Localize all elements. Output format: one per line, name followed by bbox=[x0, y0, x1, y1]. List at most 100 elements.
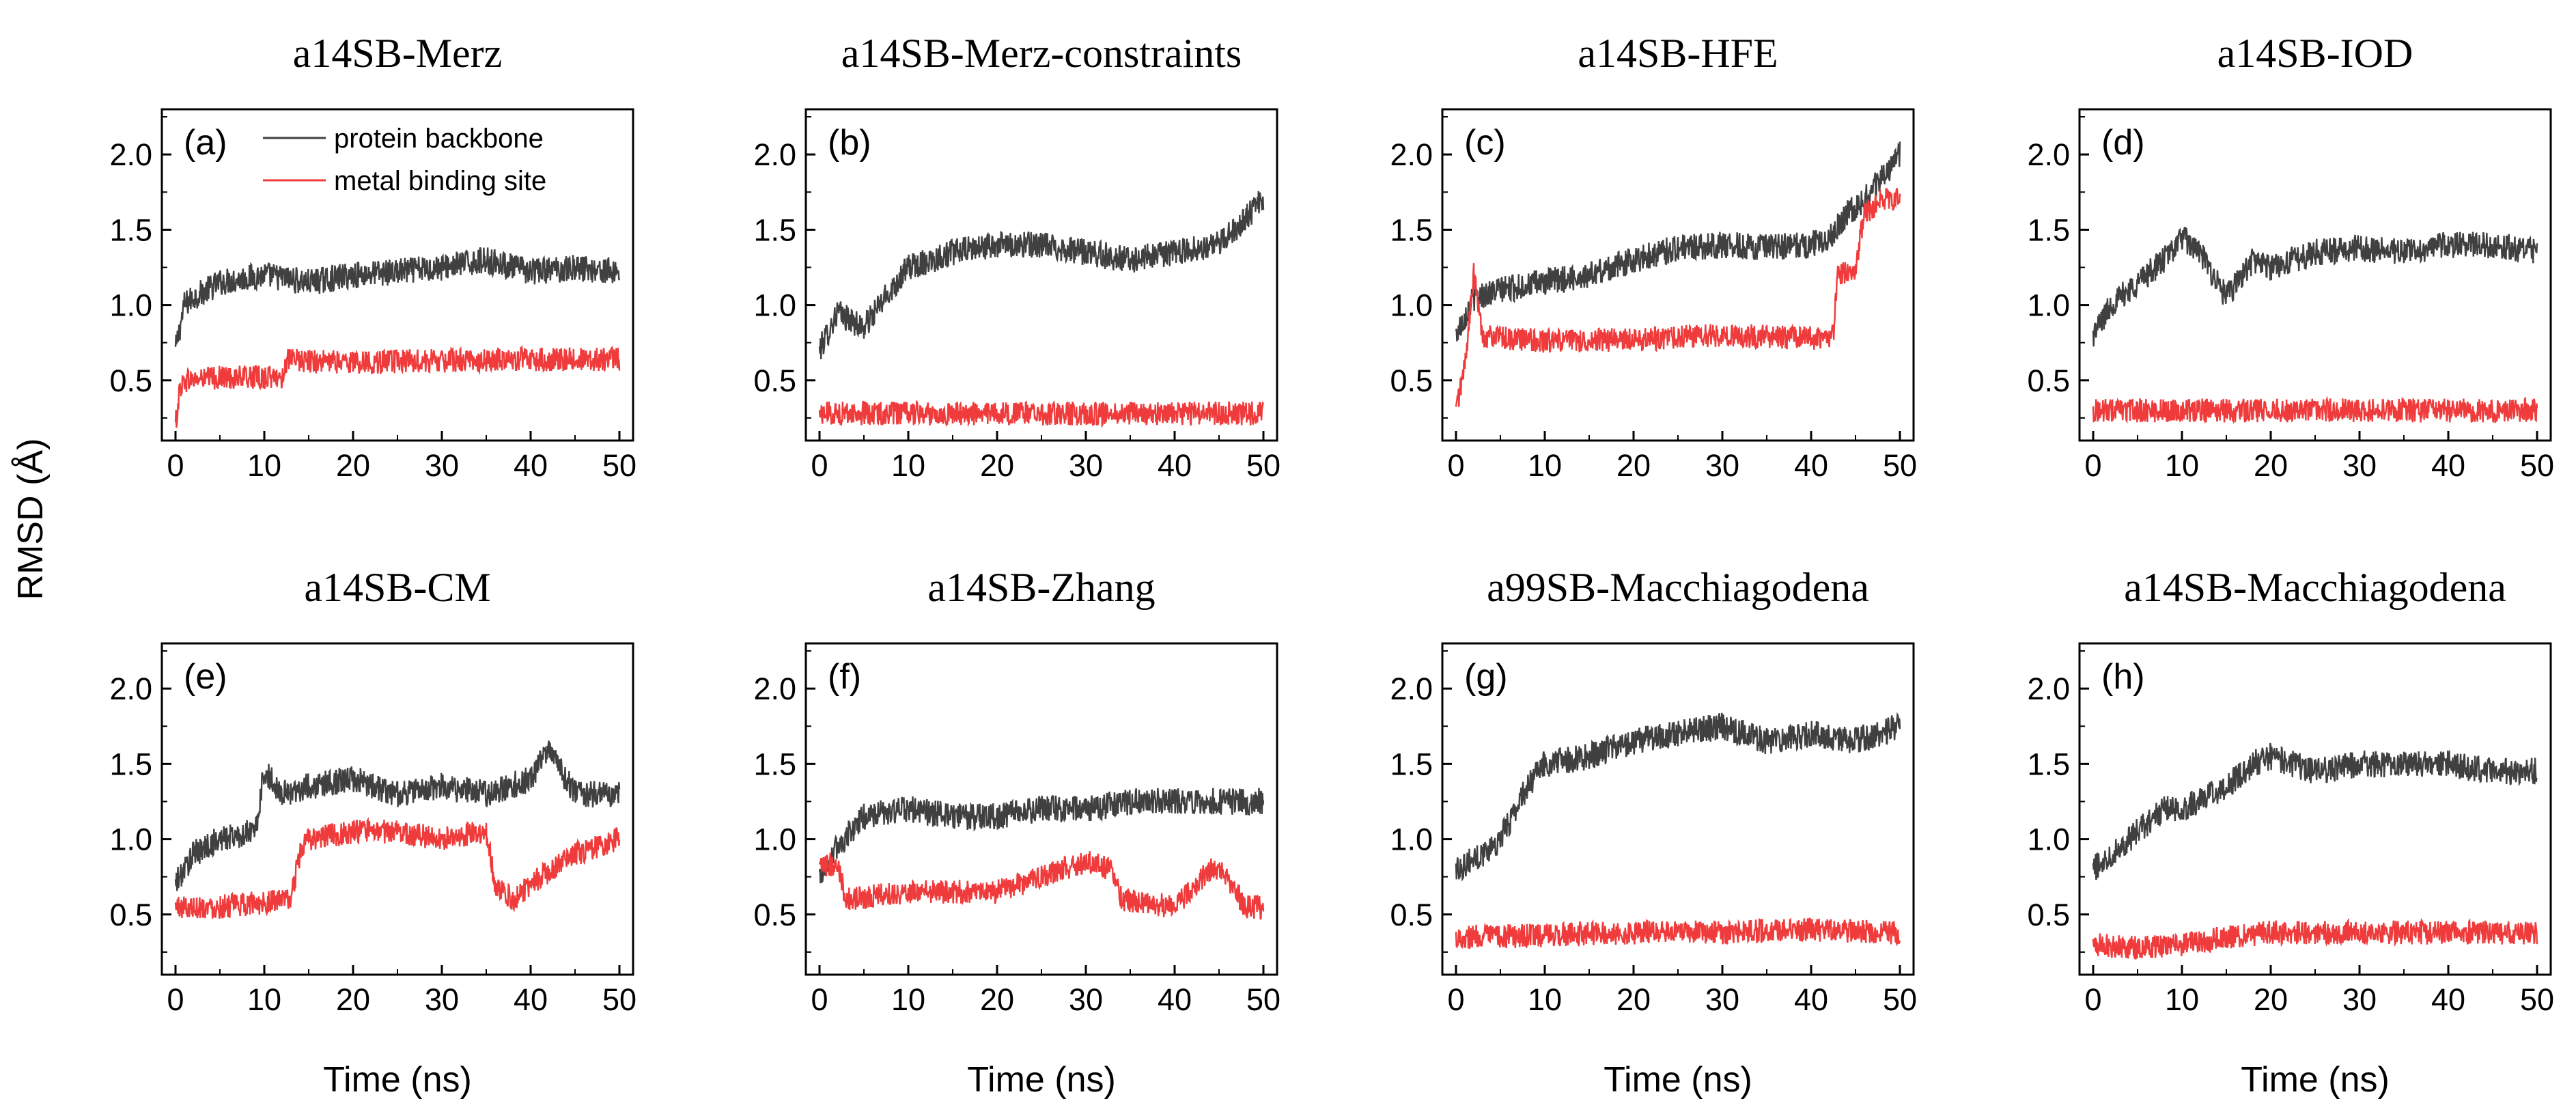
x-axis-label: Time (ns) bbox=[2241, 1060, 2390, 1100]
x-tick-label: 50 bbox=[2520, 448, 2554, 483]
x-axis-label: Time (ns) bbox=[323, 1060, 472, 1100]
x-tick-label: 50 bbox=[1883, 982, 1917, 1017]
panel-label: (c) bbox=[1464, 123, 1506, 163]
x-tick-label: 30 bbox=[1705, 982, 1739, 1017]
chart-panel-h: a14SB-Macchiagodena 0.5 1.0 1.5 2.0 0 10 20 30 40… bbox=[2027, 565, 2554, 1017]
series-line-protein-backbone bbox=[1455, 141, 1901, 342]
x-tick-label: 10 bbox=[1528, 982, 1562, 1017]
x-tick-label: 40 bbox=[514, 982, 548, 1017]
x-tick-label: 30 bbox=[1069, 448, 1103, 483]
x-tick-label: 10 bbox=[891, 448, 925, 483]
x-tick-label: 0 bbox=[167, 982, 184, 1017]
chart-title: a14SB-Macchiagodena bbox=[2124, 565, 2506, 610]
y-tick-label: 2.0 bbox=[109, 671, 152, 706]
chart-title: a14SB-HFE bbox=[1578, 31, 1778, 76]
plot-frame bbox=[804, 108, 1278, 442]
x-tick-label: 30 bbox=[425, 448, 459, 483]
y-tick-label: 1.0 bbox=[753, 288, 796, 323]
y-tick-label: 1.5 bbox=[1390, 212, 1433, 247]
chart-title: a14SB-Merz-constraints bbox=[841, 31, 1242, 76]
x-tick-label: 50 bbox=[1246, 982, 1280, 1017]
x-axis-label: Time (ns) bbox=[1604, 1060, 1752, 1100]
y-tick-label: 1.0 bbox=[2027, 822, 2070, 857]
x-tick-label: 0 bbox=[2084, 448, 2101, 483]
series-line-metal-binding-site bbox=[2092, 395, 2538, 424]
series-line-metal-binding-site bbox=[174, 817, 621, 919]
panel-label: (f) bbox=[828, 657, 861, 697]
panel-label: (e) bbox=[184, 657, 227, 697]
x-tick-label: 50 bbox=[1246, 448, 1280, 483]
x-tick-label: 20 bbox=[1616, 448, 1651, 483]
x-tick-label: 0 bbox=[1447, 982, 1464, 1017]
series-line-metal-binding-site bbox=[818, 400, 1265, 428]
panel-label: (a) bbox=[184, 123, 227, 163]
y-tick-label: 2.0 bbox=[1390, 671, 1433, 706]
y-tick-label: 1.5 bbox=[109, 212, 152, 247]
x-tick-label: 30 bbox=[425, 982, 459, 1017]
chart-panel-g: a99SB-Macchiagodena 0.5 1.0 1.5 2.0 0 10 20 30 40… bbox=[1390, 565, 1917, 1017]
panel-label: (h) bbox=[2101, 657, 2145, 697]
chart-panel-d: a14SB-IOD 0.5 1.0 1.5 2.0 0 10 20 30 40 50 (d) bbox=[2027, 31, 2554, 483]
x-tick-label: 20 bbox=[2254, 982, 2288, 1017]
series-line-metal-binding-site bbox=[1455, 187, 1901, 407]
x-tick-label: 0 bbox=[167, 448, 184, 483]
y-tick-label: 1.5 bbox=[753, 212, 796, 247]
x-tick-label: 10 bbox=[1528, 448, 1562, 483]
x-tick-label: 40 bbox=[2431, 448, 2465, 483]
y-tick-label: 2.0 bbox=[753, 137, 796, 172]
y-tick-label: 1.5 bbox=[109, 747, 152, 781]
x-tick-label: 40 bbox=[1158, 448, 1192, 483]
chart-panel-c: a14SB-HFE 0.5 1.0 1.5 2.0 0 10 20 30 40 50 (c) bbox=[1390, 31, 1917, 483]
series-line-protein-backbone bbox=[2092, 742, 2538, 880]
x-tick-label: 30 bbox=[2342, 448, 2377, 483]
x-axis-label: Time (ns) bbox=[967, 1060, 1116, 1100]
x-tick-label: 0 bbox=[811, 982, 828, 1017]
y-tick-label: 0.5 bbox=[1390, 897, 1433, 932]
series-line-metal-binding-site bbox=[174, 344, 621, 428]
series-line-metal-binding-site bbox=[2092, 917, 2538, 960]
series-line-protein-backbone bbox=[174, 247, 621, 347]
x-tick-label: 20 bbox=[1616, 982, 1651, 1017]
y-tick-label: 0.5 bbox=[1390, 363, 1433, 398]
y-tick-label: 1.5 bbox=[1390, 747, 1433, 781]
series-line-protein-backbone bbox=[174, 740, 621, 891]
x-tick-label: 20 bbox=[336, 448, 370, 483]
x-tick-label: 20 bbox=[980, 448, 1014, 483]
y-tick-label: 0.5 bbox=[109, 363, 152, 398]
series-line-metal-binding-site bbox=[818, 851, 1265, 920]
series-line-protein-backbone bbox=[818, 191, 1265, 359]
chart-title: a14SB-Zhang bbox=[927, 565, 1155, 610]
y-tick-label: 0.5 bbox=[2027, 363, 2070, 398]
x-tick-label: 10 bbox=[891, 982, 925, 1017]
x-tick-label: 10 bbox=[2165, 448, 2199, 483]
x-tick-label: 40 bbox=[514, 448, 548, 483]
series-line-metal-binding-site bbox=[1455, 917, 1901, 949]
x-tick-label: 50 bbox=[1883, 448, 1917, 483]
x-tick-label: 30 bbox=[1069, 982, 1103, 1017]
x-tick-label: 30 bbox=[1705, 448, 1739, 483]
x-tick-label: 40 bbox=[1794, 982, 1828, 1017]
series-line-protein-backbone bbox=[818, 788, 1265, 884]
x-axis-labels: Time (ns) Time (ns) Time (ns) Time (ns) bbox=[323, 1060, 2390, 1100]
panel-label: (d) bbox=[2101, 123, 2145, 163]
y-tick-label: 2.0 bbox=[2027, 137, 2070, 172]
y-tick-label: 1.5 bbox=[2027, 212, 2070, 247]
y-tick-label: 2.0 bbox=[753, 671, 796, 706]
y-tick-label: 1.0 bbox=[109, 288, 152, 323]
y-tick-label: 1.5 bbox=[2027, 747, 2070, 781]
chart-title: a14SB-CM bbox=[304, 565, 490, 610]
y-tick-label: 0.5 bbox=[2027, 897, 2070, 932]
y-tick-label: 0.5 bbox=[753, 363, 796, 398]
x-tick-label: 10 bbox=[247, 982, 281, 1017]
x-tick-label: 0 bbox=[2084, 982, 2101, 1017]
y-tick-label: 1.0 bbox=[2027, 288, 2070, 323]
series-line-protein-backbone bbox=[1455, 712, 1901, 882]
panel-label: (g) bbox=[1464, 657, 1508, 697]
x-tick-label: 20 bbox=[980, 982, 1014, 1017]
x-tick-label: 50 bbox=[2520, 982, 2554, 1017]
chart-panel-b: a14SB-Merz-constraints 0.5 1.0 1.5 2.0 0 10 20 3… bbox=[753, 31, 1280, 483]
chart-panel-f: a14SB-Zhang 0.5 1.0 1.5 2.0 0 10 20 30 40 50 (f) bbox=[753, 565, 1280, 1017]
y-tick-label: 1.0 bbox=[109, 822, 152, 857]
series-line-protein-backbone bbox=[2092, 227, 2538, 347]
